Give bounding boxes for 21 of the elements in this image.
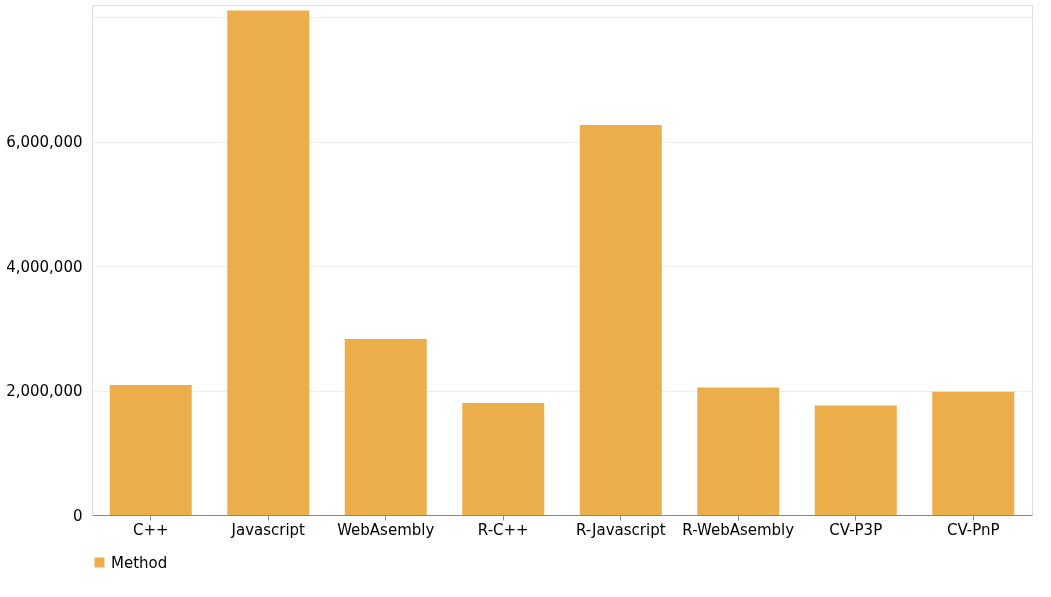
legend-label: Method bbox=[111, 553, 168, 572]
x-tick-label: CV-P3P bbox=[829, 520, 883, 539]
bar bbox=[344, 338, 427, 515]
y-tick-label: 4,000,000 bbox=[6, 257, 83, 276]
y-tick-label: 6,000,000 bbox=[6, 133, 83, 152]
x-tick-label: CV-PnP bbox=[946, 520, 1000, 539]
bar bbox=[227, 10, 310, 515]
bar bbox=[109, 385, 192, 515]
x-tick-label: R-WebAsembly bbox=[682, 520, 795, 539]
bar bbox=[579, 125, 662, 515]
bar bbox=[814, 405, 897, 515]
bar bbox=[462, 403, 545, 515]
x-tick-label: C++ bbox=[132, 520, 169, 539]
bar bbox=[932, 391, 1015, 515]
y-tick-label: 0 bbox=[72, 506, 83, 525]
x-tick-label: R-C++ bbox=[477, 520, 529, 539]
bar bbox=[697, 387, 780, 515]
x-tick-label: Javascript bbox=[230, 520, 306, 539]
y-tick-label: 2,000,000 bbox=[6, 382, 83, 401]
x-tick-label: WebAsembly bbox=[337, 520, 435, 539]
x-tick-label: R-Javascript bbox=[575, 520, 666, 539]
